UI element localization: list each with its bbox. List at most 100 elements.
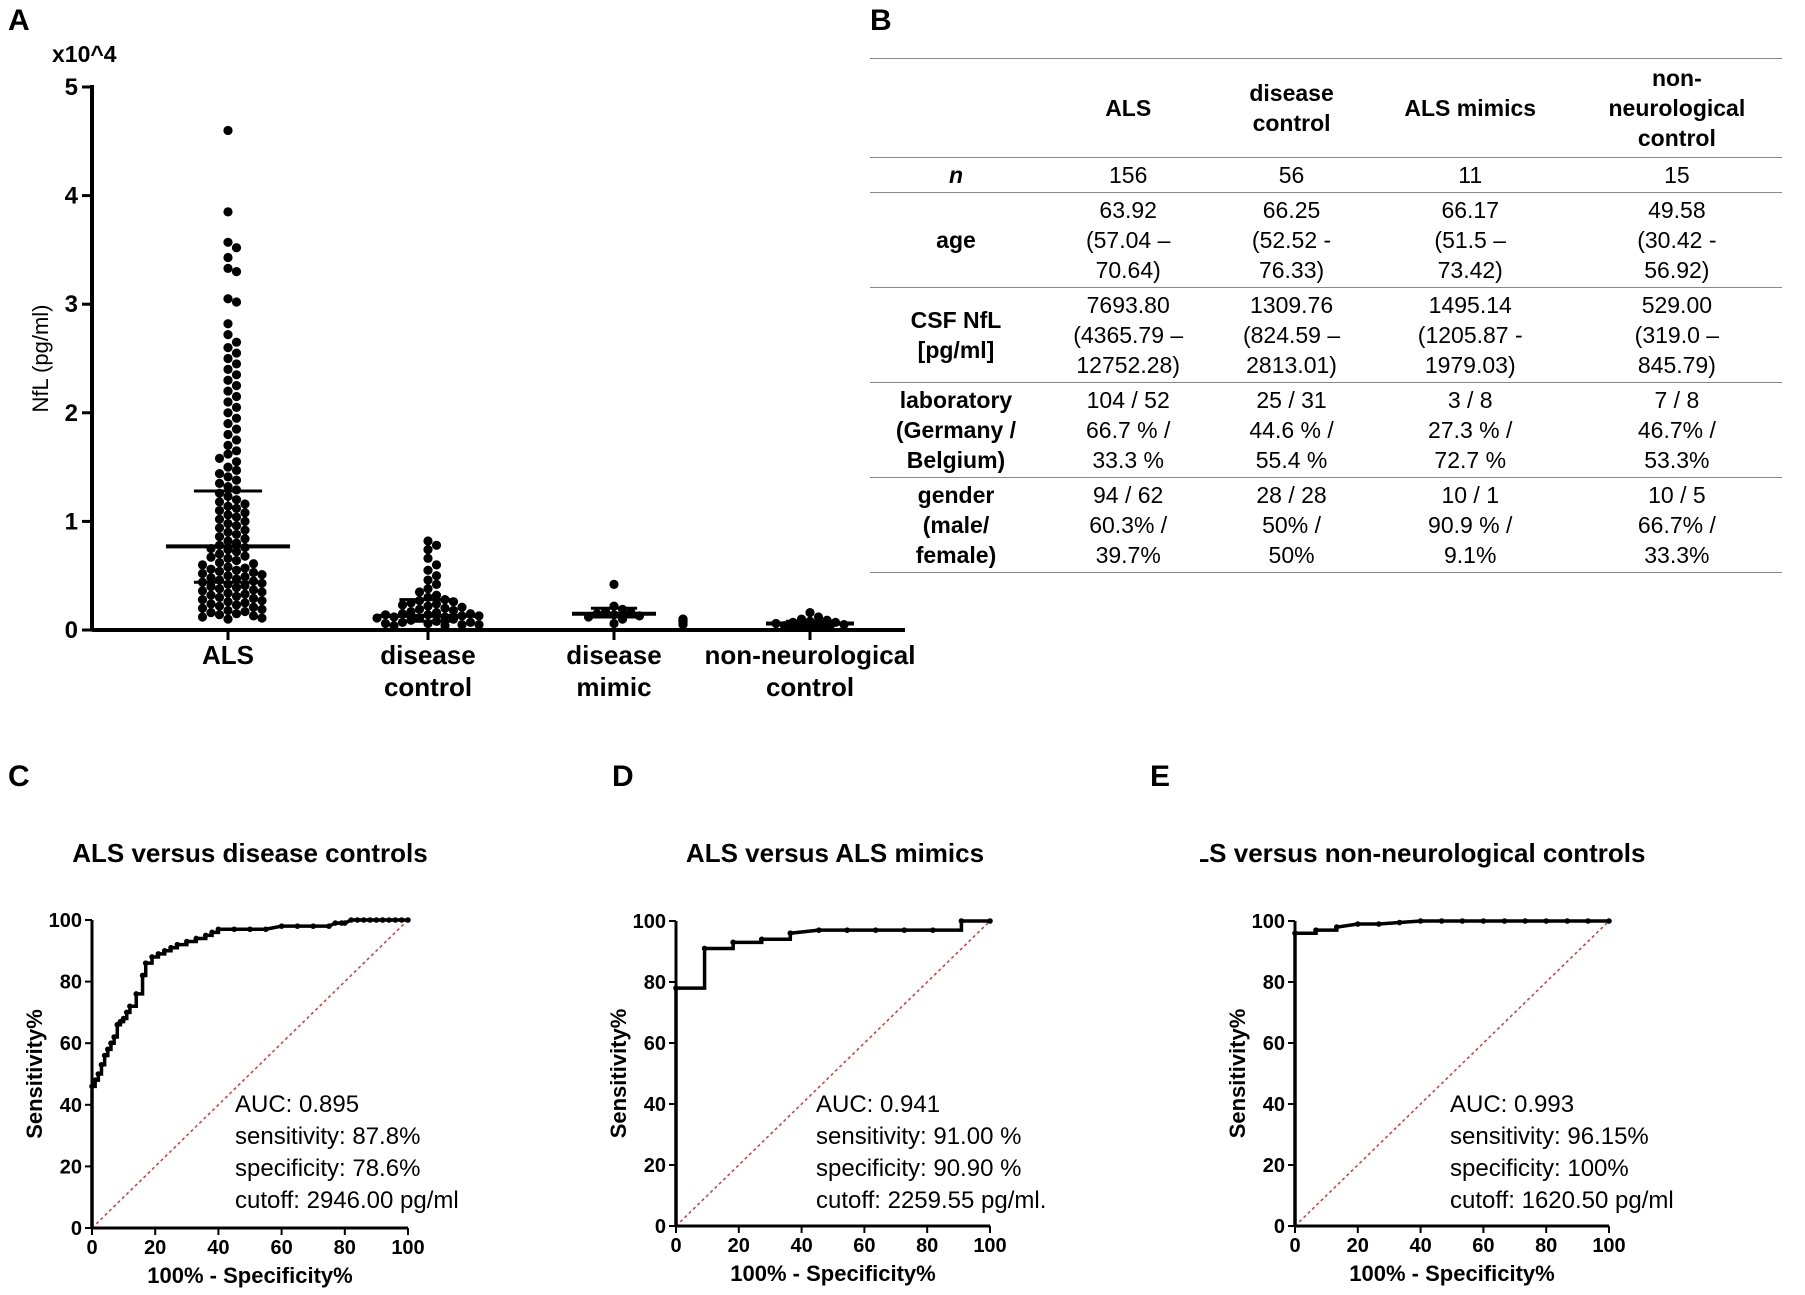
roc-title: ALS versus non-neurological controls: [1200, 838, 1645, 868]
x-category-label: disease: [380, 640, 475, 670]
roc-point: [901, 927, 908, 933]
data-point: [423, 565, 433, 575]
data-point: [240, 516, 250, 527]
table-row-label: age: [870, 193, 1042, 288]
roc-point: [127, 1003, 133, 1010]
table-header-cell: disease control: [1214, 58, 1369, 158]
roc-point: [758, 936, 765, 943]
data-point: [206, 581, 216, 592]
data-point: [223, 319, 233, 329]
roc-annotation: cutoff: 2259.55 pg/ml.: [816, 1187, 1046, 1214]
roc-point: [1376, 921, 1382, 927]
data-point: [231, 402, 242, 412]
data-point: [248, 585, 259, 595]
data-point: [223, 472, 233, 482]
table-cell-text: 39.7%: [1095, 542, 1161, 568]
data-point: [197, 594, 208, 605]
data-point: [678, 619, 688, 630]
table-header-text: control: [1252, 110, 1331, 136]
data-point: [248, 611, 259, 621]
x-tick-label: 0: [86, 1237, 97, 1259]
data-point: [231, 381, 242, 391]
roc-annotation: cutoff: 1620.50 pg/ml: [1450, 1187, 1674, 1214]
roc-point: [1313, 927, 1319, 933]
roc-annotation: AUC: 0.895: [235, 1091, 359, 1118]
roc-point: [373, 917, 380, 923]
data-point: [231, 547, 242, 557]
y-tick-label: 80: [1263, 972, 1285, 994]
roc-point: [111, 1034, 117, 1040]
table-cell-text: 46.7% /: [1637, 417, 1716, 443]
x-tick-label: 60: [1472, 1235, 1494, 1257]
y-tick-label: 40: [644, 1094, 666, 1116]
roc-chart-als-mimics: ALS versus ALS mimics 00 20 20 40 40 60 60 80 80 1…: [606, 838, 1046, 1286]
roc-point: [161, 948, 168, 954]
table-cell-text: 53.3%: [1644, 447, 1710, 473]
data-point: [240, 508, 250, 518]
table-cell: 63.92 (57.04 – 70.64): [1042, 193, 1214, 288]
roc-point: [155, 951, 162, 957]
reference-diagonal: [1294, 920, 1610, 1227]
data-point: [231, 529, 242, 540]
data-point: [240, 499, 250, 509]
data-point: [248, 567, 259, 578]
roc-point: [1355, 921, 1361, 927]
data-point: [223, 343, 233, 353]
data-point: [240, 589, 250, 599]
x-category-label: mimic: [576, 672, 651, 702]
table-cell-text: 7693.80: [1086, 292, 1170, 318]
roc-annotation: cutoff: 2946.00 pg/ml: [235, 1187, 459, 1214]
data-point: [257, 596, 267, 606]
data-point: [214, 453, 225, 464]
data-point: [440, 603, 450, 613]
data-point: [214, 549, 225, 559]
data-point: [414, 604, 425, 614]
roc-point: [1585, 918, 1591, 924]
table-row: gender (male/female) 94 / 62 60.3% / 39.7% 28…: [870, 478, 1782, 573]
table-row-label-text: laboratory: [899, 387, 1013, 413]
roc-point: [405, 917, 411, 923]
data-point: [223, 294, 233, 304]
data-point: [223, 614, 233, 624]
data-point: [197, 603, 208, 613]
y-tick-label: 40: [60, 1095, 82, 1117]
y-tick-label: 0: [1274, 1216, 1285, 1238]
data-point: [406, 606, 416, 617]
data-point: [231, 424, 242, 434]
x-axis-title: 100% - Specificity%: [1349, 1261, 1554, 1286]
table-row-label-text: Belgium): [906, 447, 1006, 473]
table-cell-text: 7 / 8: [1654, 387, 1700, 413]
roc-point: [787, 930, 794, 936]
roc-point: [1396, 919, 1403, 926]
data-point: [214, 532, 225, 542]
y-tick-label: 1: [65, 508, 78, 535]
data-point: [813, 612, 824, 622]
data-point: [431, 579, 442, 589]
data-point: [231, 591, 242, 601]
table-cell: 94 / 62 60.3% / 39.7%: [1042, 478, 1214, 573]
table-cell-text: 56.92): [1644, 257, 1710, 283]
roc-point: [209, 929, 215, 936]
data-point: [223, 207, 233, 217]
roc-annotation: sensitivity: 87.8%: [235, 1123, 420, 1150]
data-point: [240, 572, 250, 582]
x-tick-label: 40: [790, 1235, 812, 1257]
panel-label-b: B: [870, 4, 892, 37]
roc-point: [105, 1046, 111, 1053]
roc-point: [987, 918, 993, 924]
data-point: [223, 125, 233, 136]
x-tick-label: 0: [670, 1235, 681, 1257]
table-cell-text: 1495.14: [1428, 292, 1512, 318]
data-point: [457, 619, 467, 630]
x-tick-label: 60: [270, 1237, 292, 1259]
data-point: [257, 604, 267, 614]
data-point: [231, 583, 242, 593]
table-cell-text: 50%: [1268, 542, 1315, 568]
data-point: [206, 564, 216, 574]
data-point: [223, 364, 233, 374]
table-header-cell: ALS mimics: [1368, 58, 1572, 158]
table-cell-text: 66.7% /: [1637, 512, 1716, 538]
y-tick-label: 20: [1263, 1155, 1285, 1177]
roc-point: [386, 917, 392, 923]
roc-point: [123, 1009, 130, 1016]
